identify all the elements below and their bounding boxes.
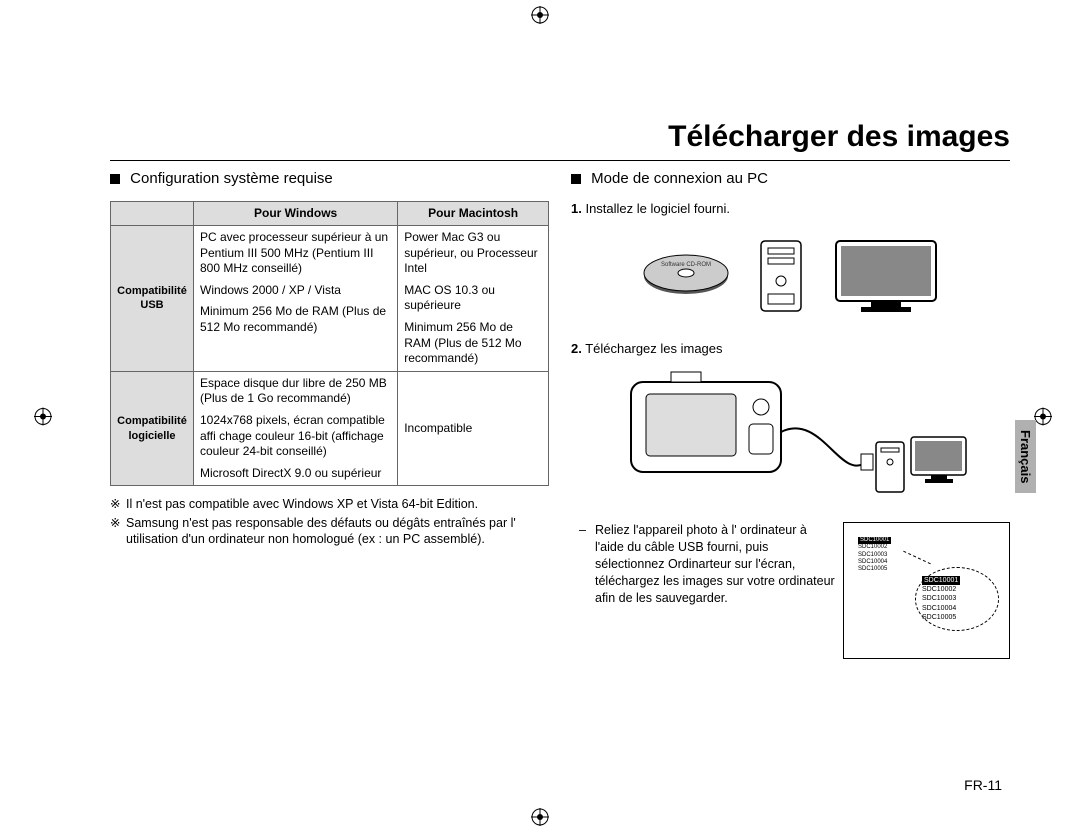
mac-usb-c: Minimum 256 Mo de RAM (Plus de 512 Mo re… bbox=[404, 320, 542, 367]
svg-text:Software CD-ROM: Software CD-ROM bbox=[660, 262, 710, 268]
manual-page: Télécharger des images Configuration sys… bbox=[0, 0, 1080, 837]
illustration-install: Software CD-ROM bbox=[571, 221, 1010, 331]
registration-mark-bottom bbox=[531, 808, 549, 831]
illustration-download bbox=[571, 362, 1010, 512]
thumb-l-2: SDC10003 bbox=[922, 595, 956, 602]
cell-mac-soft: Incompatible bbox=[398, 371, 549, 486]
left-heading: Configuration système requise bbox=[110, 169, 549, 189]
mac-usb-b: MAC OS 10.3 ou supérieure bbox=[404, 283, 542, 314]
win-usb-c: Minimum 256 Mo de RAM (Plus de 512 Mo re… bbox=[200, 304, 391, 335]
left-heading-text: Configuration système requise bbox=[130, 170, 333, 187]
camera-to-pc-icon bbox=[611, 362, 971, 512]
right-heading: Mode de connexion au PC bbox=[571, 169, 1010, 189]
spec-table: Pour Windows Pour Macintosh Compatibilit… bbox=[110, 201, 549, 487]
win-soft-b: 1024x768 pixels, écran compatible affi c… bbox=[200, 413, 391, 460]
connect-row: Reliez l'appareil photo à l' ordinateur … bbox=[571, 522, 1010, 659]
win-soft-a: Espace disque dur libre de 250 MB (Plus … bbox=[200, 376, 391, 407]
bullet-square-icon bbox=[571, 174, 581, 184]
step2-text: Téléchargez les images bbox=[585, 341, 722, 356]
right-column: Mode de connexion au PC 1. Installez le … bbox=[571, 161, 1010, 659]
thumb-large-hdr: SDC10001 bbox=[922, 576, 960, 585]
thumb-s-3: SDC10004 bbox=[858, 559, 887, 565]
registration-mark-right bbox=[1034, 407, 1052, 430]
cell-win-usb: PC avec processeur supérieur à un Pentiu… bbox=[194, 226, 398, 372]
th-macintosh: Pour Macintosh bbox=[398, 201, 549, 226]
content-columns: Configuration système requise Pour Windo… bbox=[110, 161, 1010, 659]
thumb-large-list: SDC10001 SDC10002 SDC10003 SDC10004 SDC1… bbox=[915, 567, 999, 630]
thumb-small-list: SDC10001 SDC10002 SDC10003 SDC10004 SDC1… bbox=[858, 537, 906, 573]
monitor-icon bbox=[831, 236, 941, 316]
thumb-s-1: SDC10002 bbox=[858, 544, 887, 550]
win-usb-b: Windows 2000 / XP / Vista bbox=[200, 283, 391, 299]
cell-mac-usb: Power Mac G3 ou supérieur, ou Processeur… bbox=[398, 226, 549, 372]
thumb-s-4: SDC10005 bbox=[858, 566, 887, 572]
step-1: 1. Installez le logiciel fourni. bbox=[571, 201, 1010, 218]
rowhdr-soft: Compatibilité logicielle bbox=[111, 371, 194, 486]
zoom-line-icon bbox=[903, 551, 931, 565]
thumb-s-2: SDC10003 bbox=[858, 552, 887, 558]
rowhdr-usb: Compatibilité USB bbox=[111, 226, 194, 372]
note-marker-1: ※ bbox=[110, 496, 126, 512]
registration-mark-left bbox=[34, 407, 52, 430]
step1-num: 1. bbox=[571, 201, 582, 216]
note-2: Samsung n'est pas responsable des défaut… bbox=[126, 515, 549, 548]
thumb-l-1: SDC10002 bbox=[922, 586, 956, 593]
thumb-l-3: SDC10004 bbox=[922, 605, 956, 612]
step-2: 2. Téléchargez les images bbox=[571, 341, 1010, 358]
win-usb-a: PC avec processeur supérieur à un Pentiu… bbox=[200, 230, 391, 277]
page-title: Télécharger des images bbox=[110, 120, 1010, 154]
pc-tower-icon bbox=[756, 236, 806, 316]
right-heading-text: Mode de connexion au PC bbox=[591, 170, 768, 187]
bullet-square-icon bbox=[110, 174, 120, 184]
thumb-small-hdr: SDC10001 bbox=[858, 537, 891, 544]
th-windows: Pour Windows bbox=[194, 201, 398, 226]
left-column: Configuration système requise Pour Windo… bbox=[110, 161, 549, 659]
file-list-thumb: SDC10001 SDC10002 SDC10003 SDC10004 SDC1… bbox=[843, 522, 1010, 659]
page-number: FR-11 bbox=[964, 777, 1002, 793]
registration-mark-top bbox=[531, 6, 549, 29]
win-soft-c: Microsoft DirectX 9.0 ou supérieur bbox=[200, 466, 391, 482]
connect-text: Reliez l'appareil photo à l' ordinateur … bbox=[571, 522, 835, 659]
note-marker-2: ※ bbox=[110, 515, 126, 548]
step2-num: 2. bbox=[571, 341, 582, 356]
mac-usb-a: Power Mac G3 ou supérieur, ou Processeur… bbox=[404, 230, 542, 277]
th-blank bbox=[111, 201, 194, 226]
cell-win-soft: Espace disque dur libre de 250 MB (Plus … bbox=[194, 371, 398, 486]
language-tab: Français bbox=[1015, 420, 1036, 493]
cd-icon: Software CD-ROM bbox=[641, 246, 731, 306]
step1-text: Installez le logiciel fourni. bbox=[585, 201, 730, 216]
note-1: Il n'est pas compatible avec Windows XP … bbox=[126, 496, 478, 512]
thumb-l-4: SDC10005 bbox=[922, 614, 956, 621]
notes: ※ Il n'est pas compatible avec Windows X… bbox=[110, 496, 549, 547]
